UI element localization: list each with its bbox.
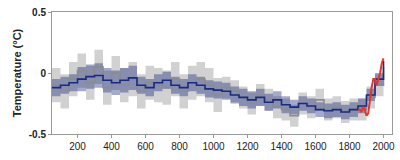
- svg-text:-0.5: -0.5: [29, 129, 47, 140]
- svg-text:1000: 1000: [202, 141, 225, 152]
- svg-text:1600: 1600: [304, 141, 327, 152]
- svg-text:600: 600: [137, 141, 154, 152]
- svg-text:0: 0: [40, 68, 46, 79]
- svg-text:1400: 1400: [270, 141, 293, 152]
- svg-text:200: 200: [69, 141, 86, 152]
- svg-text:Temperature (°C): Temperature (°C): [11, 28, 23, 117]
- svg-text:800: 800: [171, 141, 188, 152]
- svg-text:1200: 1200: [236, 141, 259, 152]
- svg-text:2000: 2000: [372, 141, 395, 152]
- svg-text:400: 400: [103, 141, 120, 152]
- svg-text:0.5: 0.5: [32, 7, 46, 18]
- svg-text:1800: 1800: [338, 141, 361, 152]
